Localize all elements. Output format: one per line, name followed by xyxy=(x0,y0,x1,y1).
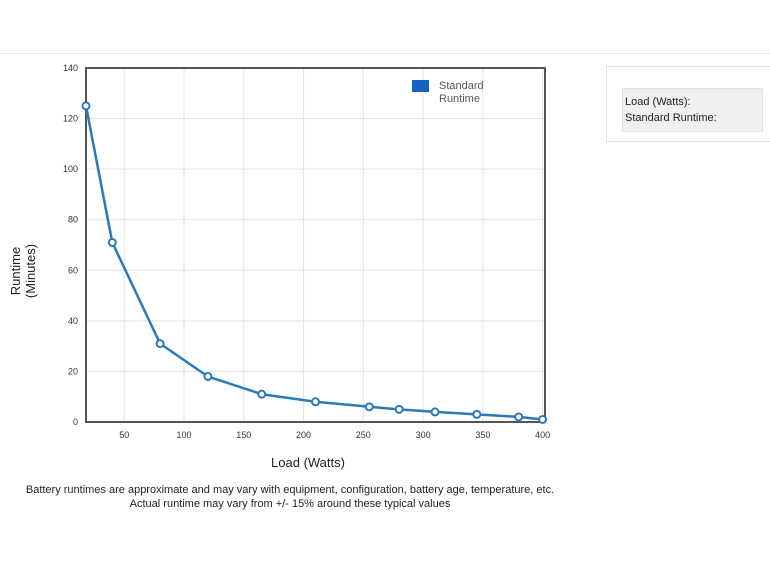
data-point[interactable] xyxy=(394,404,404,414)
x-tick-label: 300 xyxy=(416,430,431,440)
y-tick-label: 140 xyxy=(63,63,78,73)
x-tick-label: 250 xyxy=(356,430,371,440)
x-axis-title: Load (Watts) xyxy=(271,455,345,470)
x-tick-label: 50 xyxy=(119,430,129,440)
info-runtime-label: Standard Runtime: xyxy=(625,112,717,124)
data-point[interactable] xyxy=(430,407,440,417)
y-tick-label: 20 xyxy=(68,366,78,376)
x-tick-label: 100 xyxy=(177,430,192,440)
data-point[interactable] xyxy=(514,412,524,422)
hover-info-box: Load (Watts): Standard Runtime: xyxy=(622,88,763,132)
y-axis-title-line2: (Minutes) xyxy=(23,244,38,298)
hover-info-panel: Load (Watts): Standard Runtime: xyxy=(606,66,770,142)
data-point[interactable] xyxy=(81,101,91,111)
y-tick-label: 40 xyxy=(68,316,78,326)
x-tick-label: 400 xyxy=(535,430,550,440)
header-divider xyxy=(0,53,770,54)
legend-label-line2: Runtime xyxy=(439,93,480,105)
series-layer xyxy=(81,101,548,424)
data-point[interactable] xyxy=(155,339,165,349)
data-point[interactable] xyxy=(472,409,482,419)
data-point[interactable] xyxy=(257,389,267,399)
y-tick-label: 100 xyxy=(63,164,78,174)
data-point[interactable] xyxy=(364,402,374,412)
y-axis-title-line1: Runtime xyxy=(8,247,23,295)
footnote-line-2: Actual runtime may vary from +/- 15% aro… xyxy=(129,498,451,510)
x-axis-ticks: 50 100 150 200 250 300 350 400 xyxy=(119,430,550,440)
footnote-line-1: Battery runtimes are approximate and may… xyxy=(25,484,555,496)
plot-area-frame xyxy=(85,67,546,423)
x-tick-label: 350 xyxy=(475,430,490,440)
x-tick-label: 200 xyxy=(296,430,311,440)
legend-swatch xyxy=(412,80,429,92)
y-tick-label: 120 xyxy=(63,114,78,124)
y-tick-label: 0 xyxy=(73,417,78,427)
y-tick-label: 80 xyxy=(68,215,78,225)
y-tick-label: 60 xyxy=(68,265,78,275)
disclaimer-footnote: Battery runtimes are approximate and may… xyxy=(0,483,580,511)
data-point[interactable] xyxy=(107,237,117,247)
x-tick-label: 150 xyxy=(236,430,251,440)
legend-label-line1: Standard xyxy=(439,80,484,92)
data-point[interactable] xyxy=(203,371,213,381)
info-load-label: Load (Watts): xyxy=(625,96,691,108)
legend[interactable]: Standard Runtime xyxy=(412,80,484,105)
data-point[interactable] xyxy=(311,397,320,407)
y-axis-ticks: 0 20 40 60 80 100 120 140 xyxy=(63,63,78,427)
grid-lines xyxy=(86,68,545,422)
data-point[interactable] xyxy=(538,414,548,424)
y-axis-title: Runtime (Minutes) xyxy=(8,244,38,298)
series-line-standard-runtime xyxy=(84,105,543,421)
